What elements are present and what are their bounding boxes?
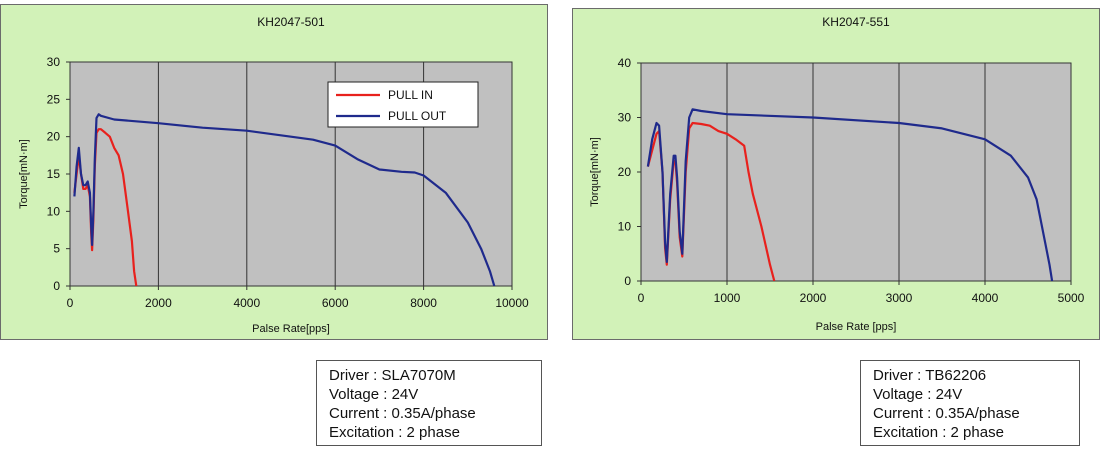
y-tick-label: 20 bbox=[618, 165, 632, 179]
spec-current: Current : 0.35A/phase bbox=[329, 405, 476, 422]
legend-box bbox=[327, 81, 479, 128]
chart-left: KH2047-501 0 2000 4000 6000 8000 10000 0 5 10 15 20… bbox=[18, 15, 529, 335]
chart-right: KH2047-551 0 1000 2000 3000 4000 5000 0 10 20 30 40… bbox=[589, 15, 1085, 333]
x-tick-label: 0 bbox=[638, 291, 645, 305]
chart-panel-right: KH2047-551 0 1000 2000 3000 4000 5000 0 10 20 30 40… bbox=[572, 8, 1100, 340]
legend-label: PULL OUT bbox=[388, 109, 447, 123]
series-line-pull-out bbox=[646, 108, 1054, 281]
y-tick-label: 5 bbox=[53, 242, 60, 256]
spec-driver: Driver : TB62206 bbox=[873, 367, 987, 384]
y-tick-label: 10 bbox=[618, 220, 632, 234]
y-tick-label: 30 bbox=[618, 111, 632, 125]
x-tick-label: 6000 bbox=[322, 296, 349, 310]
x-tick-label: 8000 bbox=[410, 296, 437, 310]
legend: PULL IN PULL OUT bbox=[327, 81, 479, 128]
y-tick-label: 10 bbox=[47, 204, 61, 218]
spec-voltage: Voltage : 24V bbox=[873, 386, 963, 403]
y-tick-label: 25 bbox=[47, 92, 61, 106]
spec-box-left: Driver : SLA7070M Voltage : 24V Current … bbox=[316, 360, 542, 446]
y-axis-label: Torque[mN·m] bbox=[18, 139, 30, 209]
spec-box-right: Driver : TB62206 Voltage : 24V Current :… bbox=[860, 360, 1080, 446]
y-axis-label: Torque[mN·m] bbox=[589, 137, 601, 207]
x-tick-label: 5000 bbox=[1058, 291, 1085, 305]
chart-panel-left: KH2047-501 0 2000 4000 6000 8000 10000 0 5 10 15 20… bbox=[0, 4, 548, 340]
spec-current: Current : 0.35A/phase bbox=[873, 405, 1020, 422]
chart-title: KH2047-501 bbox=[257, 15, 325, 29]
x-axis-label: Palse Rate[pps] bbox=[252, 323, 330, 335]
chart-title: KH2047-551 bbox=[822, 15, 890, 29]
y-tick-label: 20 bbox=[47, 130, 61, 144]
x-tick-label: 1000 bbox=[714, 291, 741, 305]
x-tick-label: 2000 bbox=[800, 291, 827, 305]
x-tick-label: 3000 bbox=[886, 291, 913, 305]
y-tick-label: 15 bbox=[47, 167, 61, 181]
spec-excitation: Excitation : 2 phase bbox=[329, 424, 460, 441]
x-tick-label: 10000 bbox=[495, 296, 529, 310]
x-tick-label: 4000 bbox=[233, 296, 260, 310]
legend-label: PULL IN bbox=[388, 88, 433, 102]
x-axis-label: Palse Rate [pps] bbox=[816, 321, 897, 333]
y-tick-label: 0 bbox=[624, 274, 631, 288]
plot-area bbox=[640, 62, 1072, 282]
y-tick-label: 30 bbox=[47, 55, 61, 69]
series-line-pull-out bbox=[73, 113, 496, 286]
spec-voltage: Voltage : 24V bbox=[329, 386, 419, 403]
spec-driver: Driver : SLA7070M bbox=[329, 367, 456, 384]
spec-excitation: Excitation : 2 phase bbox=[873, 424, 1004, 441]
x-tick-label: 4000 bbox=[972, 291, 999, 305]
x-tick-label: 2000 bbox=[145, 296, 172, 310]
x-tick-label: 0 bbox=[67, 296, 74, 310]
y-tick-label: 0 bbox=[53, 279, 60, 293]
y-tick-label: 40 bbox=[618, 56, 632, 70]
